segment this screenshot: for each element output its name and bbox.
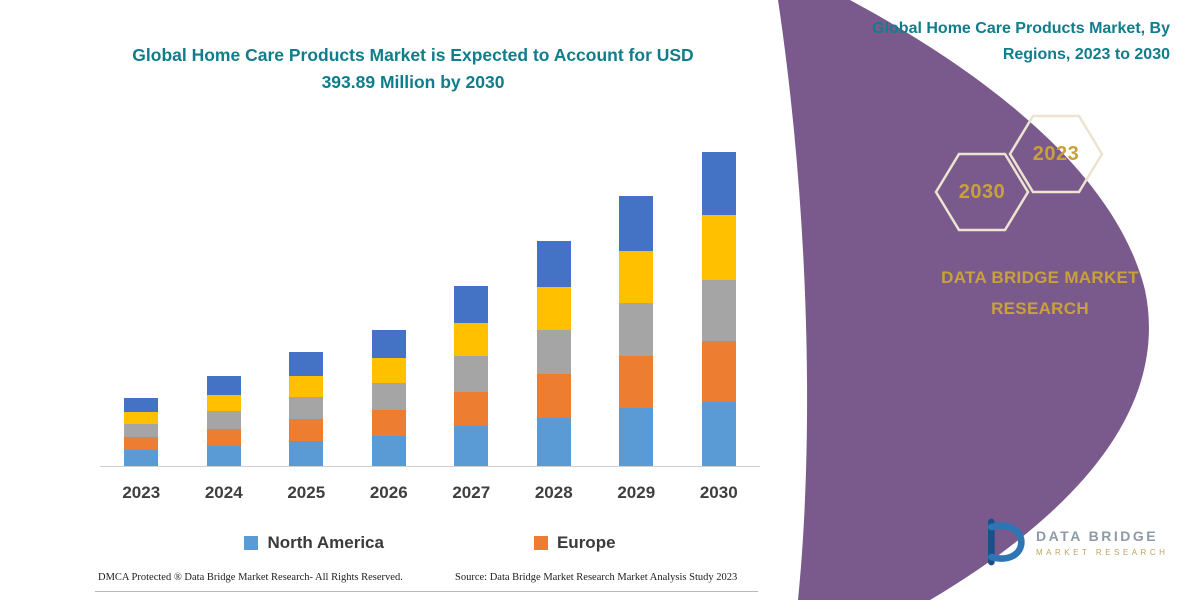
footer-divider xyxy=(95,591,758,592)
bar-column xyxy=(430,286,513,466)
bar-segment xyxy=(206,446,241,466)
legend-label: Europe xyxy=(556,533,616,552)
purple-swoosh-shape xyxy=(778,0,1149,600)
bar-segment xyxy=(454,426,489,466)
bar-segment xyxy=(619,251,654,303)
bar-segment xyxy=(536,418,571,466)
stacked-bar-2029 xyxy=(619,196,654,466)
hexagon-2030: 2030 xyxy=(934,152,1030,232)
chart-title: Global Home Care Products Market is Expe… xyxy=(132,45,694,93)
bar-column xyxy=(100,398,183,466)
logo-name: DATA BRIDGE xyxy=(1036,527,1159,544)
bar-segment xyxy=(454,392,489,426)
bar-segment xyxy=(124,437,159,450)
side-panel-heading: Global Home Care Products Market, By Reg… xyxy=(872,20,1170,64)
stacked-bar-2023 xyxy=(124,398,159,466)
hexagon-year-label: 2030 xyxy=(958,180,1006,203)
legend-swatch xyxy=(244,536,259,550)
bar-segment xyxy=(701,152,736,215)
stacked-bar-2026 xyxy=(371,330,406,466)
bar-segment xyxy=(206,376,241,395)
stacked-bar-2027 xyxy=(454,286,489,466)
stacked-bar-chart: 2023 2024 2025 2026 2027 2028 2029 2030 xyxy=(100,147,760,503)
bar-segment xyxy=(454,286,489,323)
stacked-bar-2024 xyxy=(206,376,241,466)
bar-segment xyxy=(454,356,489,392)
bar-segment xyxy=(206,411,241,429)
bar-segment xyxy=(454,323,489,356)
bar-segment xyxy=(289,441,324,466)
legend-label: North America xyxy=(267,533,384,552)
bar-segment xyxy=(701,215,736,280)
bar-segment xyxy=(371,383,406,410)
purple-swoosh-path xyxy=(778,0,1149,600)
logo-text: DATA BRIDGE MARKET RESEARCH xyxy=(1036,528,1168,557)
bar-segment xyxy=(701,341,736,402)
bar-segment xyxy=(701,280,736,341)
bar-column xyxy=(183,376,266,466)
hexagon-outline-icon xyxy=(1008,114,1104,194)
bar-column xyxy=(678,152,761,466)
bar-segment xyxy=(371,330,406,358)
bar-segment xyxy=(124,424,159,437)
bar-segment xyxy=(536,287,571,330)
footer-dmca-text: DMCA Protected ® Data Bridge Market Rese… xyxy=(98,572,403,583)
hexagon-2023: 2023 xyxy=(1008,114,1104,194)
x-axis-label: 2027 xyxy=(452,483,491,502)
bar-column xyxy=(265,352,348,466)
bar-segment xyxy=(619,196,654,251)
x-axis-label: 2025 xyxy=(287,483,326,502)
x-axis-labels: 2023 2024 2025 2026 2027 2028 2029 2030 xyxy=(100,467,760,503)
bar-segment xyxy=(371,410,406,436)
x-axis-label: 2024 xyxy=(204,483,243,502)
bar-segment xyxy=(619,303,654,356)
bar-segment xyxy=(371,436,406,466)
brand-text: DATA BRIDGE MARKET RESEARCH xyxy=(941,268,1139,319)
bar-segment xyxy=(701,402,736,466)
footer-source-text: Source: Data Bridge Market Research Mark… xyxy=(455,572,738,583)
x-axis-label: 2023 xyxy=(122,483,161,502)
stacked-bar-2030 xyxy=(701,152,736,466)
bar-segment xyxy=(536,241,571,287)
x-axis-label: 2026 xyxy=(369,483,408,502)
bar-segment xyxy=(289,419,324,441)
stacked-bar-2025 xyxy=(289,352,324,466)
legend-item-europe: Europe xyxy=(533,533,616,553)
bar-segment xyxy=(124,412,159,424)
bar-segment xyxy=(619,356,654,408)
chart-legend: North America Europe xyxy=(100,533,760,553)
x-axis-label: 2029 xyxy=(617,483,656,502)
bar-segment xyxy=(124,398,159,412)
hexagon-outline-icon xyxy=(934,152,1030,232)
bar-segment xyxy=(536,374,571,418)
bar-segment xyxy=(536,330,571,374)
x-axis-label: 2030 xyxy=(699,483,738,502)
chart-plot-area xyxy=(100,147,760,467)
bar-column xyxy=(595,196,678,466)
bar-segment xyxy=(371,358,406,383)
bar-column xyxy=(513,241,596,466)
bar-segment xyxy=(289,352,324,376)
bar-segment xyxy=(619,408,654,466)
bar-segment xyxy=(124,450,159,466)
bar-segment xyxy=(206,395,241,411)
databridge-logo: DATA BRIDGE MARKET RESEARCH xyxy=(978,514,1168,570)
x-axis-label: 2028 xyxy=(534,483,573,502)
hexagon-year-label: 2023 xyxy=(1032,142,1080,165)
logo-tagline: MARKET RESEARCH xyxy=(1036,547,1169,557)
bar-segment xyxy=(289,376,324,397)
bar-segment xyxy=(289,397,324,419)
legend-item-north-america: North America xyxy=(244,533,384,553)
stacked-bar-2028 xyxy=(536,241,571,466)
bar-segment xyxy=(206,429,241,446)
bar-column xyxy=(348,330,431,466)
legend-swatch xyxy=(533,536,548,550)
databridge-logo-icon xyxy=(988,518,1025,566)
